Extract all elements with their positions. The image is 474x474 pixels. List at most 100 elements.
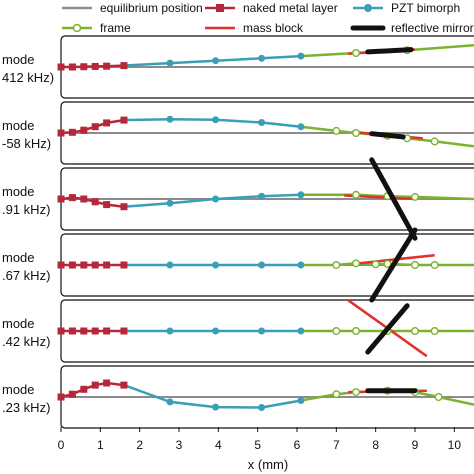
pzt-bimorph-point (297, 52, 305, 60)
frame-point (411, 261, 420, 270)
legend-label-mirror: reflective mirror (391, 21, 474, 35)
legend-item-metal: naked metal layer (205, 1, 338, 15)
metal-layer-point (103, 261, 111, 269)
frame-point (430, 327, 439, 336)
x-tick-label: 4 (215, 438, 222, 452)
pzt-bimorph-point (212, 195, 220, 203)
frame-point (434, 393, 443, 402)
pzt-bimorph-point (212, 403, 220, 411)
panel-1: mode 412 kHz) (2, 35, 474, 99)
frame-point (332, 126, 341, 135)
frame-point (352, 259, 361, 268)
metal-layer-point (91, 62, 99, 70)
pzt-bimorph-point (166, 327, 174, 335)
panel-2: mode -58 kHz) (2, 101, 474, 165)
metal-layer-point (57, 195, 65, 203)
pzt-bimorph-point (258, 192, 266, 200)
metal-layer-point (80, 261, 88, 269)
frame-point (352, 49, 361, 58)
panel-frequency-label: -58 kHz) (2, 136, 51, 151)
metal-layer-point (120, 261, 128, 269)
panel-6: mode .23 kHz) (2, 365, 474, 429)
legend-item-frame: frame (62, 21, 131, 35)
x-tick-label: 8 (372, 438, 379, 452)
pzt-bimorph-point (258, 261, 266, 269)
legend-label-equilibrium: equilibrium position (100, 1, 203, 15)
reflective-mirror (365, 303, 410, 355)
panel-frequency-label: 412 kHz) (2, 70, 54, 85)
x-axis-label: x (mm) (248, 457, 288, 472)
x-tick-label: 3 (176, 438, 183, 452)
metal-layer-point (91, 381, 99, 389)
pzt-bimorph-point (166, 199, 174, 207)
metal-layer-point (68, 128, 76, 136)
panel-mode-label: mode (2, 382, 35, 397)
metal-layer-point (57, 129, 65, 137)
panel-mode-label: mode (2, 118, 35, 133)
panel-frequency-label: .67 kHz) (2, 268, 50, 283)
legend-label-metal: naked metal layer (243, 1, 338, 15)
x-tick-label: 7 (333, 438, 340, 452)
x-tick-label: 5 (254, 438, 261, 452)
panel-frequency-label: .42 kHz) (2, 334, 50, 349)
metal-layer-point (57, 261, 65, 269)
pzt-bimorph-point (258, 404, 266, 411)
metal-layer-point (68, 390, 76, 398)
x-tick-label: 1 (97, 438, 104, 452)
pzt-bimorph-point (297, 261, 305, 269)
pzt-bimorph-point (297, 123, 305, 131)
metal-layer-point (68, 63, 76, 71)
pzt-bimorph-point (258, 119, 266, 126)
metal-layer-point (57, 393, 65, 401)
x-tick-label: 10 (448, 438, 462, 452)
legend-label-pzt: PZT bimorph (391, 1, 460, 15)
panel-3: mode .91 kHz) (2, 157, 474, 241)
metal-layer-point (80, 63, 88, 71)
pzt-bimorph-point (166, 261, 174, 269)
panel-mode-label: mode (2, 52, 35, 67)
reflective-mirror (369, 157, 418, 241)
metal-layer-point (120, 62, 128, 70)
frame-point (383, 259, 392, 268)
metal-layer-point (68, 194, 76, 202)
metal-layer-point (80, 126, 88, 134)
panel-mode-label: mode (2, 184, 35, 199)
legend-item-equilibrium: equilibrium position (62, 1, 203, 15)
metal-layer-point (68, 261, 76, 269)
legend-item-pzt: PZT bimorph (353, 1, 460, 15)
panel-mode-label: mode (2, 316, 35, 331)
pzt-bimorph-point (212, 261, 220, 269)
pzt-bimorph-point (212, 116, 220, 124)
metal-layer-point (103, 379, 111, 387)
frame-point (411, 192, 420, 201)
frame-point (371, 260, 380, 269)
metal-layer-point (120, 381, 128, 389)
frame-point (352, 388, 361, 397)
metal-layer-point (80, 385, 88, 393)
x-tick-label: 9 (412, 438, 419, 452)
panel-frequency-label: .91 kHz) (2, 202, 50, 217)
x-tick-label: 6 (294, 438, 301, 452)
metal-layer-point (120, 116, 128, 124)
frame-point (352, 128, 361, 137)
pzt-bimorph-point (297, 191, 305, 199)
legend-label-mass: mass block (243, 21, 304, 35)
metal-layer-point (91, 123, 99, 131)
metal-layer-point (103, 327, 111, 335)
pzt-bimorph-point (212, 57, 220, 65)
reflective-mirror (369, 227, 418, 303)
x-tick-label: 2 (136, 438, 143, 452)
pzt-bimorph-point (166, 59, 174, 67)
frame-point (332, 261, 341, 270)
frame-point (352, 190, 361, 199)
frame-point (411, 327, 420, 336)
pzt-bimorph-curve (123, 193, 301, 208)
metal-layer-point (68, 327, 76, 335)
pzt-bimorph-point (166, 115, 174, 123)
metal-layer-point (103, 119, 111, 127)
frame-point (352, 327, 361, 336)
metal-layer-point (120, 327, 128, 335)
frame-point (430, 261, 439, 270)
panel-5: mode .42 kHz) (2, 299, 474, 363)
